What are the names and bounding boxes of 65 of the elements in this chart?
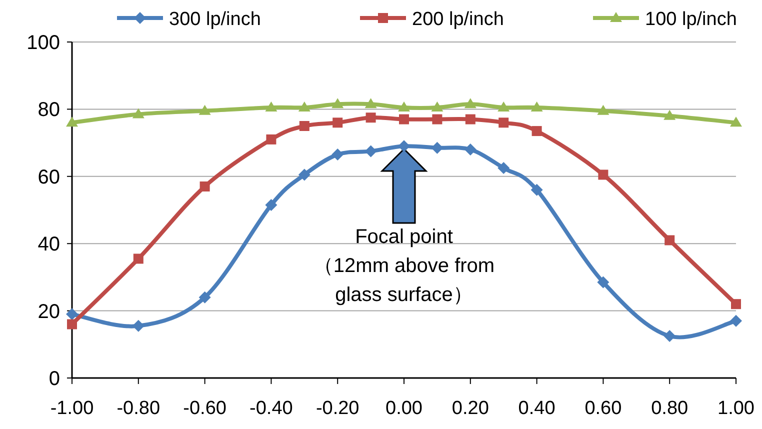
point bbox=[498, 118, 509, 128]
point bbox=[730, 314, 742, 327]
point bbox=[66, 308, 78, 320]
x-tick-label: 0.80 bbox=[651, 398, 688, 419]
point bbox=[399, 114, 409, 124]
point bbox=[398, 140, 410, 152]
point bbox=[198, 104, 211, 115]
point bbox=[598, 170, 608, 180]
point bbox=[332, 148, 344, 161]
y-tick-label: 40 bbox=[38, 234, 60, 256]
y-tick-label: 60 bbox=[38, 166, 60, 188]
point bbox=[498, 102, 510, 112]
point bbox=[465, 114, 476, 124]
point bbox=[530, 102, 543, 112]
point bbox=[498, 162, 510, 174]
point bbox=[132, 108, 144, 118]
legend-label: 200 lp/inch bbox=[412, 9, 504, 30]
point bbox=[532, 126, 542, 136]
annotation: Focal point （12mm above from glass surface） bbox=[313, 226, 495, 306]
point bbox=[431, 102, 444, 112]
point bbox=[265, 198, 278, 211]
x-tick-label: 0.60 bbox=[584, 398, 622, 419]
point bbox=[398, 102, 410, 112]
x-tick-label: 0.40 bbox=[518, 398, 556, 419]
point bbox=[67, 319, 77, 330]
x-tick-label: -0.80 bbox=[116, 398, 160, 419]
point bbox=[731, 299, 741, 310]
x-tick-label: -0.60 bbox=[183, 398, 226, 419]
point bbox=[464, 98, 476, 108]
legend-label: 100 lp/inch bbox=[645, 9, 737, 30]
x-tick-label: -0.40 bbox=[250, 398, 293, 419]
point bbox=[366, 112, 376, 123]
y-tick-label: 0 bbox=[48, 368, 60, 390]
point bbox=[597, 104, 610, 115]
point bbox=[597, 276, 610, 288]
point bbox=[464, 144, 476, 156]
point bbox=[132, 320, 144, 332]
point bbox=[66, 116, 78, 127]
point bbox=[298, 102, 310, 112]
point bbox=[133, 254, 144, 264]
point bbox=[432, 114, 442, 124]
x-tick-label: 1.00 bbox=[718, 398, 754, 419]
y-tick-label: 100 bbox=[26, 32, 60, 54]
legend-label: 300 lp/inch bbox=[169, 9, 261, 30]
point bbox=[664, 235, 675, 246]
x-tick-label: -0.20 bbox=[316, 398, 360, 419]
point bbox=[299, 121, 310, 131]
point bbox=[266, 134, 276, 144]
y-tick-label: 20 bbox=[38, 300, 60, 323]
point bbox=[664, 110, 676, 120]
x-tick-label: 0.00 bbox=[386, 398, 422, 419]
point bbox=[530, 184, 543, 196]
point bbox=[730, 116, 742, 127]
point bbox=[332, 98, 344, 108]
point bbox=[332, 118, 343, 128]
point bbox=[364, 145, 377, 158]
point bbox=[265, 102, 278, 112]
x-tick-label: -1.00 bbox=[50, 398, 94, 419]
point bbox=[298, 168, 310, 181]
point bbox=[198, 291, 211, 304]
y-tick-label: 80 bbox=[38, 99, 60, 122]
point bbox=[664, 330, 676, 342]
x-tick-label: 0.20 bbox=[452, 398, 489, 419]
point bbox=[200, 181, 210, 192]
point bbox=[364, 98, 377, 108]
